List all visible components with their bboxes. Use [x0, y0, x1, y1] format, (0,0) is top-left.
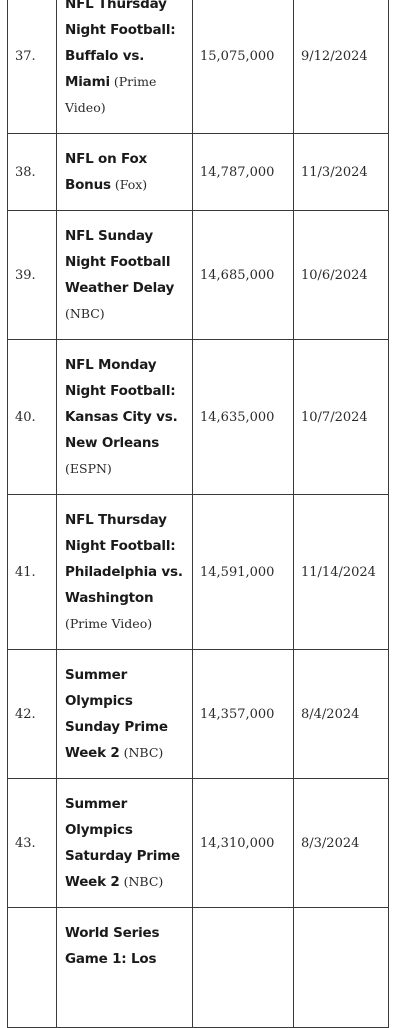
date-cell — [293, 907, 389, 1028]
rank-cell — [7, 907, 57, 1028]
viewers-cell: 14,357,000 — [192, 649, 294, 779]
date-cell: 10/7/2024 — [293, 339, 389, 495]
program-title: NFL Monday Night Football: Kansas City v… — [65, 357, 178, 451]
viewers-cell — [192, 907, 294, 1028]
ratings-table-container: 37. NFL Thursday Night Football: Buffalo… — [7, 0, 389, 1028]
viewers-cell: 15,075,000 — [192, 0, 294, 134]
viewers-cell: 14,635,000 — [192, 339, 294, 495]
program-cell: World Series Game 1: Los — [56, 907, 193, 1028]
program-cell: NFL Sunday Night Football Weather Delay … — [56, 210, 193, 340]
ratings-table: 37. NFL Thursday Night Football: Buffalo… — [7, 0, 389, 1028]
rank-cell: 40. — [7, 339, 57, 495]
date-cell: 11/14/2024 — [293, 494, 389, 650]
table-row: 37. NFL Thursday Night Football: Buffalo… — [7, 0, 389, 134]
program-cell: NFL on Fox Bonus (Fox) — [56, 133, 193, 211]
date-cell: 8/4/2024 — [293, 649, 389, 779]
viewers-cell: 14,787,000 — [192, 133, 294, 211]
viewers-cell: 14,310,000 — [192, 778, 294, 908]
program-title: Summer Olympics Sunday Prime Week 2 — [65, 667, 168, 761]
network-label: (Fox) — [114, 177, 148, 192]
table-row: 40. NFL Monday Night Football: Kansas Ci… — [7, 339, 389, 495]
network-label: (NBC) — [65, 306, 105, 321]
program-title: NFL Thursday Night Football: Buffalo vs.… — [65, 0, 176, 90]
rank-cell: 39. — [7, 210, 57, 340]
rank-cell: 38. — [7, 133, 57, 211]
date-cell: 8/3/2024 — [293, 778, 389, 908]
program-title: NFL on Fox Bonus — [65, 151, 148, 193]
rank-cell: 43. — [7, 778, 57, 908]
date-cell: 9/12/2024 — [293, 0, 389, 134]
viewers-cell: 14,591,000 — [192, 494, 294, 650]
program-cell: NFL Thursday Night Football: Buffalo vs.… — [56, 0, 193, 134]
date-cell: 10/6/2024 — [293, 210, 389, 340]
table-row: 39. NFL Sunday Night Football Weather De… — [7, 210, 389, 340]
network-label: (NBC) — [123, 745, 164, 760]
table-row: 42. Summer Olympics Sunday Prime Week 2 … — [7, 649, 389, 779]
program-title: NFL Sunday Night Football Weather Delay — [65, 228, 175, 296]
program-cell: Summer Olympics Saturday Prime Week 2 (N… — [56, 778, 193, 908]
program-title: World Series Game 1: Los — [65, 925, 160, 967]
table-row: 41. NFL Thursday Night Football: Philade… — [7, 494, 389, 650]
date-cell: 11/3/2024 — [293, 133, 389, 211]
program-cell: NFL Thursday Night Football: Philadelphi… — [56, 494, 193, 650]
rank-cell: 37. — [7, 0, 57, 134]
table-row: World Series Game 1: Los — [7, 907, 389, 1028]
network-label: (ESPN) — [65, 461, 112, 476]
program-cell: NFL Monday Night Football: Kansas City v… — [56, 339, 193, 495]
program-cell: Summer Olympics Sunday Prime Week 2 (NBC… — [56, 649, 193, 779]
rank-cell: 42. — [7, 649, 57, 779]
rank-cell: 41. — [7, 494, 57, 650]
viewers-cell: 14,685,000 — [192, 210, 294, 340]
table-row: 43. Summer Olympics Saturday Prime Week … — [7, 778, 389, 908]
network-label: (NBC) — [123, 874, 164, 889]
program-title: NFL Thursday Night Football: Philadelphi… — [65, 512, 183, 606]
network-label: (Prime Video) — [65, 74, 157, 115]
network-label: (Prime Video) — [65, 616, 153, 631]
table-row: 38. NFL on Fox Bonus (Fox) 14,787,000 11… — [7, 133, 389, 211]
